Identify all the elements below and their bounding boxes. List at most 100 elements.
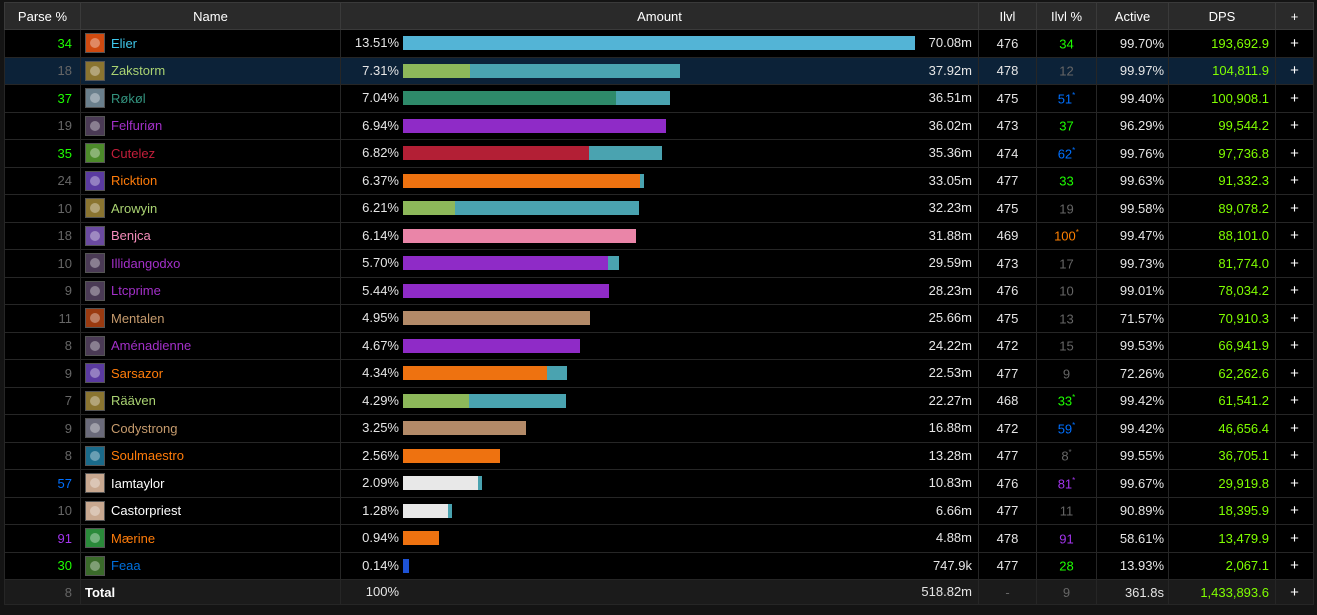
row-add-button[interactable]: + — [1275, 276, 1314, 305]
player-name[interactable]: Mentalen — [111, 310, 165, 326]
player-name[interactable]: Sarsazor — [111, 365, 164, 381]
player-name[interactable]: Rääven — [111, 393, 156, 409]
player-name-cell[interactable]: Aménadienne — [80, 331, 341, 360]
player-name-cell[interactable]: Iamtaylor — [80, 469, 341, 498]
player-row[interactable]: 24 Ricktion 6.37% 33.05m 477 33 99.63% 9… — [4, 166, 1314, 195]
player-row[interactable]: 18 Zakstorm 7.31% 37.92m 478 12 99.97% 1… — [4, 56, 1314, 85]
header-active[interactable]: Active — [1096, 2, 1169, 30]
row-add-button[interactable]: + — [1275, 304, 1314, 333]
player-name[interactable]: Benjca — [111, 228, 151, 244]
row-add-button[interactable]: + — [1275, 331, 1314, 360]
header-parse[interactable]: Parse % — [4, 2, 81, 30]
player-name[interactable]: Zakstorm — [111, 63, 166, 79]
player-name-cell[interactable]: Mentalen — [80, 304, 341, 333]
row-add-button[interactable]: + — [1275, 56, 1314, 85]
row-add-button[interactable]: + — [1275, 359, 1314, 388]
player-name[interactable]: Aménadienne — [111, 338, 192, 354]
row-add-button[interactable]: + — [1275, 221, 1314, 250]
player-row[interactable]: 7 Rääven 4.29% 22.27m 468 33* 99.42% 61,… — [4, 386, 1314, 415]
player-name-cell[interactable]: Benjca — [80, 221, 341, 250]
player-row[interactable]: 9 Ltcprime 5.44% 28.23m 476 10 99.01% 78… — [4, 276, 1314, 305]
player-name-cell[interactable]: Sarsazor — [80, 359, 341, 388]
ilvl-percent-cell: 51* — [1036, 84, 1097, 113]
player-name-cell[interactable]: Ltcprime — [80, 276, 341, 305]
player-row[interactable]: 57 Iamtaylor 2.09% 10.83m 476 81* 99.67%… — [4, 469, 1314, 498]
header-row: Parse % Name Amount Ilvl Ilvl % Active D… — [4, 2, 1314, 30]
player-name-cell[interactable]: Ricktion — [80, 166, 341, 195]
row-add-button[interactable]: + — [1275, 386, 1314, 415]
player-name-cell[interactable]: Feaa — [80, 551, 341, 580]
player-name[interactable]: Castorpriest — [111, 503, 182, 519]
row-add-button[interactable]: + — [1275, 139, 1314, 168]
player-name[interactable]: Elier — [111, 35, 138, 51]
player-row[interactable]: 19 Felfuriøn 6.94% 36.02m 473 37 96.29% … — [4, 111, 1314, 140]
player-row[interactable]: 9 Sarsazor 4.34% 22.53m 477 9 72.26% 62,… — [4, 359, 1314, 388]
player-name-cell[interactable]: Soulmaestro — [80, 441, 341, 470]
row-add-button[interactable]: + — [1275, 29, 1314, 58]
row-add-button[interactable]: + — [1275, 166, 1314, 195]
amount-bar-segment — [615, 91, 670, 106]
player-name-cell[interactable]: Codystrong — [80, 414, 341, 443]
parse-percent: 57 — [4, 469, 81, 498]
player-name-cell[interactable]: Zakstorm — [80, 56, 341, 85]
player-name-cell[interactable]: Castorpriest — [80, 496, 341, 525]
player-row[interactable]: 18 Benjca 6.14% 31.88m 469 100* 99.47% 8… — [4, 221, 1314, 250]
player-name-cell[interactable]: Illidangodxo — [80, 249, 341, 278]
header-dps[interactable]: DPS — [1168, 2, 1276, 30]
player-row[interactable]: 11 Mentalen 4.95% 25.66m 475 13 71.57% 7… — [4, 304, 1314, 333]
parse-percent: 9 — [4, 276, 81, 305]
header-ilvl[interactable]: Ilvl — [978, 2, 1037, 30]
player-row[interactable]: 34 Elier 13.51% 70.08m 476 34 99.70% 193… — [4, 29, 1314, 58]
player-name[interactable]: Illidangodxo — [111, 255, 181, 271]
player-name[interactable]: Ltcprime — [111, 283, 161, 299]
row-add-button[interactable]: + — [1275, 496, 1314, 525]
amount-percent: 6.21% — [362, 200, 399, 216]
player-row[interactable]: 30 Feaa 0.14% 747.9k 477 28 13.93% 2,067… — [4, 551, 1314, 580]
player-row[interactable]: 10 Arowyin 6.21% 32.23m 475 19 99.58% 89… — [4, 194, 1314, 223]
player-row[interactable]: 91 Mærine 0.94% 4.88m 478 91 58.61% 13,4… — [4, 524, 1314, 553]
header-amount[interactable]: Amount — [340, 2, 979, 30]
player-name[interactable]: Feaa — [111, 558, 141, 574]
player-name-cell[interactable]: Rääven — [80, 386, 341, 415]
active-percent: 13.93% — [1096, 551, 1169, 580]
row-add-button[interactable]: + — [1275, 111, 1314, 140]
row-add-button[interactable]: + — [1275, 194, 1314, 223]
player-name[interactable]: Mærine — [111, 530, 156, 546]
player-row[interactable]: 35 Cutelez 6.82% 35.36m 474 62* 99.76% 9… — [4, 139, 1314, 168]
player-row[interactable]: 10 Castorpriest 1.28% 6.66m 477 11 90.89… — [4, 496, 1314, 525]
header-ilvl-percent[interactable]: Ilvl % — [1036, 2, 1097, 30]
player-name[interactable]: Ricktion — [111, 173, 158, 189]
player-name[interactable]: Felfuriøn — [111, 118, 163, 134]
ilvl-percent-cell: 34 — [1036, 29, 1097, 58]
player-name[interactable]: Røkøl — [111, 90, 146, 106]
item-level: 477 — [978, 359, 1037, 388]
header-add-column-button[interactable]: + — [1275, 2, 1314, 30]
player-row[interactable]: 8 Aménadienne 4.67% 24.22m 472 15 99.53%… — [4, 331, 1314, 360]
player-name[interactable]: Arowyin — [111, 200, 158, 216]
player-name-cell[interactable]: Cutelez — [80, 139, 341, 168]
player-name[interactable]: Cutelez — [111, 145, 156, 161]
total-add-button[interactable]: + — [1275, 579, 1314, 605]
player-name[interactable]: Codystrong — [111, 420, 178, 436]
player-name-cell[interactable]: Elier — [80, 29, 341, 58]
player-name[interactable]: Soulmaestro — [111, 448, 184, 464]
row-add-button[interactable]: + — [1275, 551, 1314, 580]
ilvl-percent: 11 — [1059, 503, 1074, 519]
player-name-cell[interactable]: Felfuriøn — [80, 111, 341, 140]
player-name-cell[interactable]: Mærine — [80, 524, 341, 553]
row-add-button[interactable]: + — [1275, 249, 1314, 278]
player-name-cell[interactable]: Arowyin — [80, 194, 341, 223]
player-row[interactable]: 10 Illidangodxo 5.70% 29.59m 473 17 99.7… — [4, 249, 1314, 278]
player-row[interactable]: 9 Codystrong 3.25% 16.88m 472 59* 99.42%… — [4, 414, 1314, 443]
player-row[interactable]: 37 Røkøl 7.04% 36.51m 475 51* 99.40% 100… — [4, 84, 1314, 113]
player-name-cell[interactable]: Røkøl — [80, 84, 341, 113]
header-name[interactable]: Name — [80, 2, 341, 30]
player-name[interactable]: Iamtaylor — [111, 475, 165, 491]
player-row[interactable]: 8 Soulmaestro 2.56% 13.28m 477 8* 99.55%… — [4, 441, 1314, 470]
row-add-button[interactable]: + — [1275, 524, 1314, 553]
row-add-button[interactable]: + — [1275, 414, 1314, 443]
amount-value: 36.02m — [928, 117, 972, 133]
row-add-button[interactable]: + — [1275, 84, 1314, 113]
row-add-button[interactable]: + — [1275, 441, 1314, 470]
row-add-button[interactable]: + — [1275, 469, 1314, 498]
